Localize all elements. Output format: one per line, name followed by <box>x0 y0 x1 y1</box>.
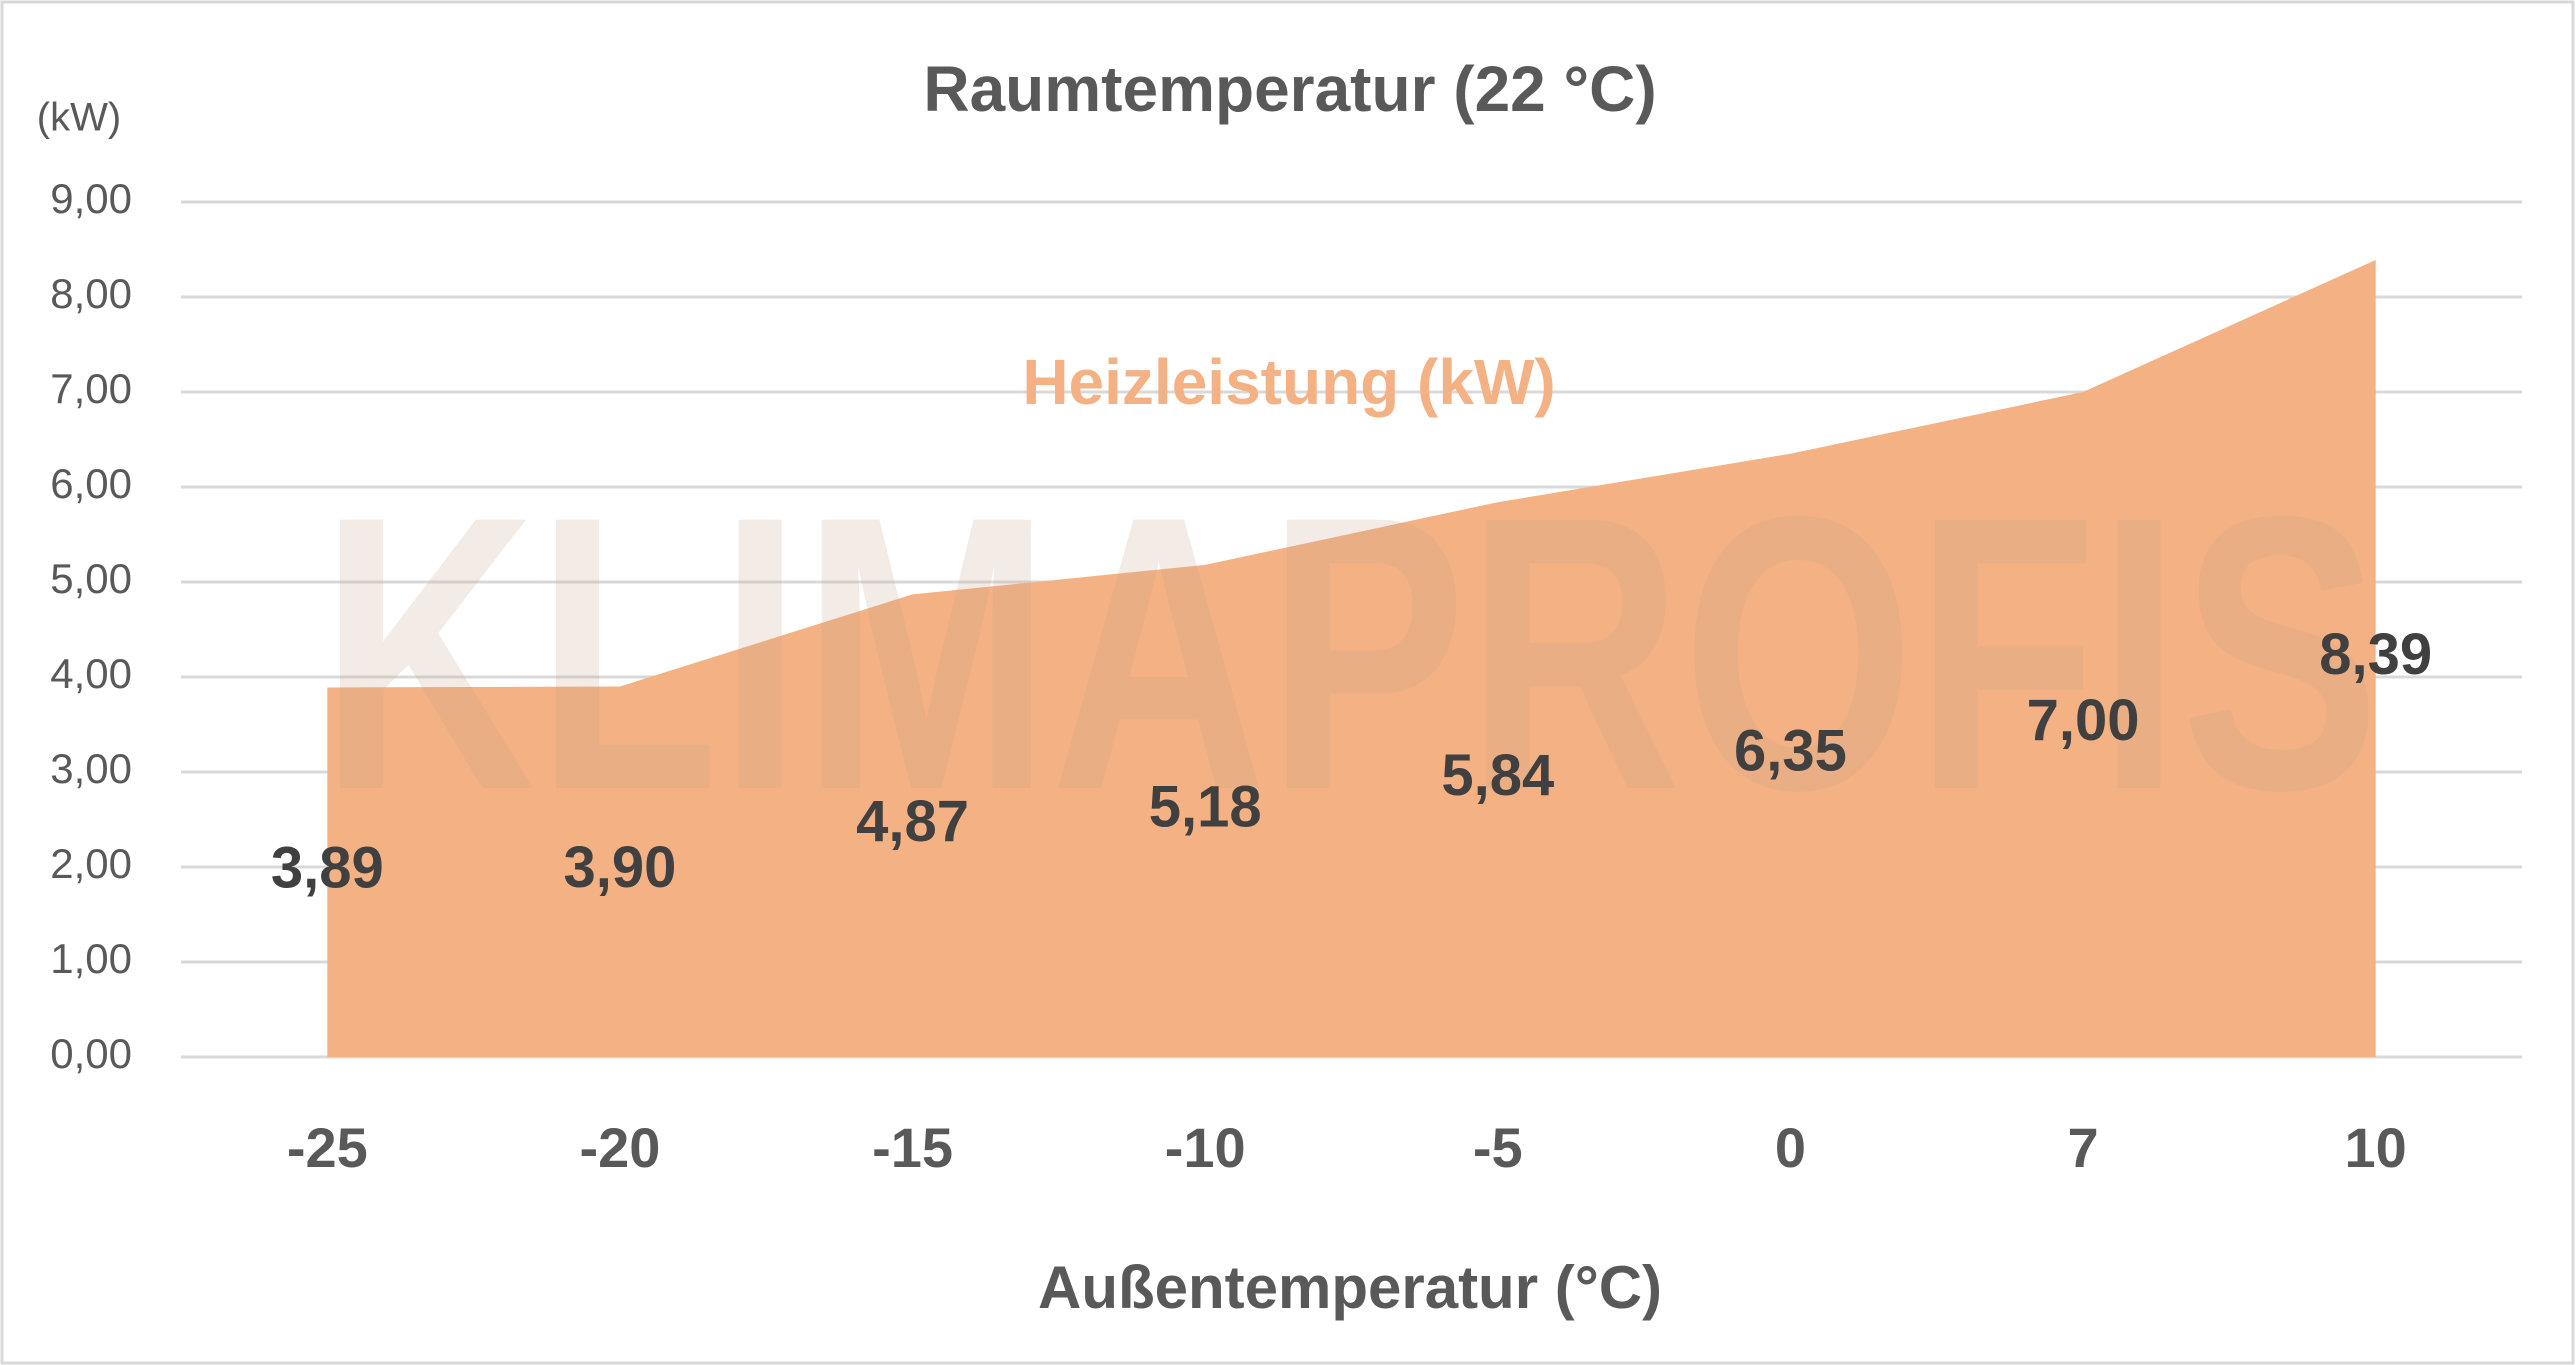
data-label: 4,87 <box>856 789 969 854</box>
area-layer <box>327 259 2376 1057</box>
x-tick-label: 0 <box>1775 1116 1806 1179</box>
y-tick-label: 8,00 <box>50 270 132 317</box>
data-label: 5,84 <box>1441 743 1554 808</box>
y-tick-label: 9,00 <box>50 175 132 222</box>
watermark: KLIMAPROFIS <box>320 435 2380 871</box>
x-tick-label: 10 <box>2345 1116 2407 1179</box>
x-tick-label: -15 <box>872 1116 953 1179</box>
y-unit-label: (kW) <box>37 96 121 140</box>
data-label: 5,18 <box>1149 774 1262 839</box>
chart-title: Raumtemperatur (22 °C) <box>923 53 1656 125</box>
series-label: Heizleistung (kW) <box>1022 346 1555 418</box>
x-axis-title: Außentemperatur (°C) <box>1038 1254 1662 1321</box>
data-label: 3,90 <box>563 835 676 900</box>
y-tick-label: 5,00 <box>50 555 132 602</box>
x-tick-label: -20 <box>579 1116 660 1179</box>
data-label: 7,00 <box>2027 688 2140 753</box>
y-tick-label: 2,00 <box>50 840 132 887</box>
y-tick-label: 6,00 <box>50 460 132 507</box>
y-tick-label: 3,00 <box>50 745 132 792</box>
y-tick-label: 0,00 <box>50 1030 132 1077</box>
x-tick-label: 7 <box>2067 1116 2098 1179</box>
y-tick-label: 7,00 <box>50 365 132 412</box>
data-label: 6,35 <box>1734 719 1847 784</box>
y-tick-label: 1,00 <box>50 935 132 982</box>
data-label: 8,39 <box>2319 622 2432 687</box>
x-tick-label: -25 <box>287 1116 368 1179</box>
x-tick-label: -10 <box>1165 1116 1246 1179</box>
y-tick-label: 4,00 <box>50 650 132 697</box>
x-tick-label: -5 <box>1473 1116 1523 1179</box>
area <box>327 259 2376 1057</box>
data-label: 3,89 <box>271 836 384 901</box>
